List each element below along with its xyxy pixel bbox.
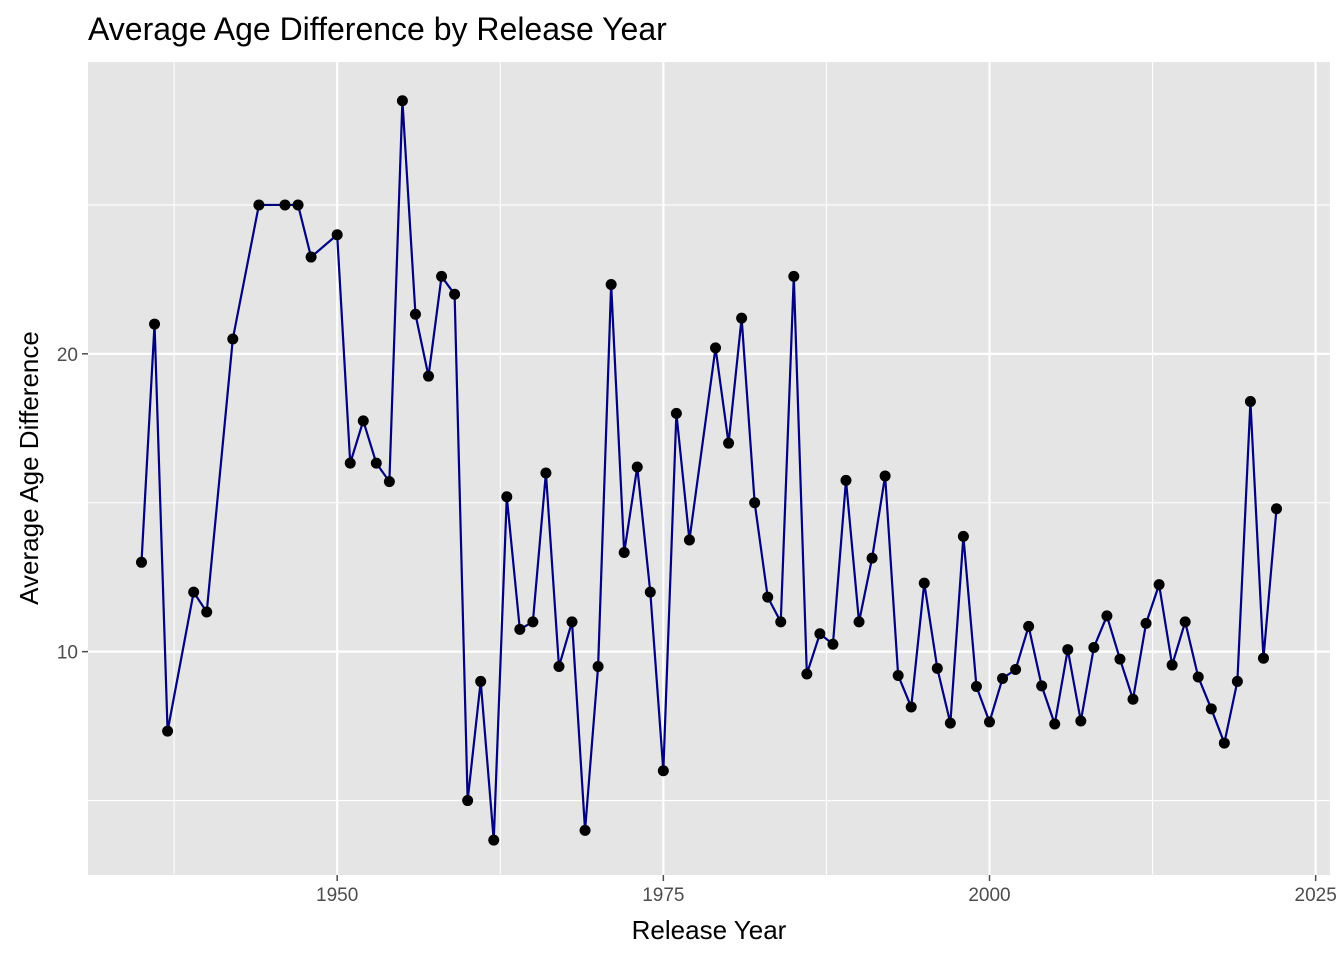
data-point-2004 — [1036, 680, 1048, 692]
data-point-1966 — [540, 467, 552, 479]
data-point-1980 — [723, 437, 735, 449]
data-point-1989 — [840, 474, 852, 486]
data-point-1954 — [383, 476, 395, 488]
series-line-group — [140, 99, 1278, 842]
data-point-2011 — [1127, 693, 1139, 705]
data-point-1958 — [436, 270, 448, 282]
data-point-1991 — [866, 552, 878, 564]
data-point-2019 — [1231, 675, 1243, 687]
data-point-1983 — [762, 591, 774, 603]
data-point-1937 — [162, 725, 174, 737]
data-point-2000 — [983, 716, 995, 728]
series-points-group — [135, 95, 1283, 846]
y-axis-ticks: 10 20 — [57, 345, 88, 664]
data-point-1992 — [879, 470, 891, 482]
data-point-1977 — [683, 534, 695, 546]
data-point-2018 — [1218, 737, 1230, 749]
data-point-1972 — [618, 546, 630, 558]
data-point-1971 — [605, 278, 617, 290]
data-point-1996 — [931, 662, 943, 674]
data-point-1960 — [462, 795, 474, 807]
data-point-1952 — [357, 415, 369, 427]
data-point-1975 — [657, 765, 669, 777]
data-point-2020 — [1244, 395, 1256, 407]
data-point-1999 — [970, 680, 982, 692]
data-point-2010 — [1114, 653, 1126, 665]
data-point-1962 — [488, 834, 500, 846]
y-axis-label: Average Age Difference — [14, 331, 44, 605]
data-point-1957 — [423, 370, 435, 382]
data-point-2014 — [1166, 659, 1178, 671]
data-point-1973 — [631, 461, 643, 473]
data-point-1995 — [918, 577, 930, 589]
data-point-2009 — [1101, 610, 1113, 622]
x-tick-label-0: 1950 — [316, 885, 358, 906]
x-tick-label-1: 1975 — [642, 885, 684, 906]
data-point-1953 — [370, 457, 382, 469]
data-point-2007 — [1075, 715, 1087, 727]
data-point-1955 — [396, 95, 408, 107]
data-point-2022 — [1271, 503, 1283, 515]
data-point-1935 — [135, 556, 147, 568]
y-tick-label-0: 10 — [57, 643, 78, 664]
data-point-2015 — [1179, 616, 1191, 628]
data-point-1965 — [527, 616, 539, 628]
data-point-1982 — [749, 497, 761, 509]
data-point-2005 — [1049, 718, 1061, 730]
data-point-1969 — [579, 824, 591, 836]
y-tick-label-1: 20 — [57, 345, 78, 366]
chart-title: Average Age Difference by Release Year — [88, 11, 667, 47]
data-point-1946 — [279, 199, 291, 211]
data-point-2002 — [1010, 664, 1022, 676]
data-point-2021 — [1257, 652, 1269, 664]
data-point-1940 — [201, 606, 213, 618]
data-point-1987 — [814, 628, 826, 640]
data-point-1993 — [892, 669, 904, 681]
data-point-1997 — [944, 717, 956, 729]
data-point-1985 — [788, 270, 800, 282]
x-axis-ticks: 1950 1975 2000 2025 — [316, 875, 1337, 906]
data-point-1964 — [514, 623, 526, 635]
data-point-1970 — [592, 661, 604, 673]
x-tick-label-3: 2025 — [1295, 885, 1337, 906]
data-point-2012 — [1140, 617, 1152, 629]
data-point-1994 — [905, 701, 917, 713]
data-point-1951 — [344, 457, 356, 469]
data-point-1968 — [566, 616, 578, 628]
data-point-1936 — [149, 318, 161, 330]
data-point-2008 — [1088, 641, 1100, 653]
data-point-1986 — [801, 668, 813, 680]
x-axis-label: Release Year — [632, 915, 787, 945]
major-gridlines — [88, 62, 1330, 875]
data-point-1956 — [409, 308, 421, 320]
data-point-1944 — [253, 199, 265, 211]
data-point-1959 — [449, 288, 461, 300]
x-tick-label-2: 2000 — [968, 885, 1010, 906]
data-point-1948 — [305, 251, 317, 263]
data-point-2013 — [1153, 579, 1165, 591]
data-point-1990 — [853, 616, 865, 628]
data-point-1988 — [827, 638, 839, 650]
data-point-1974 — [644, 586, 656, 598]
data-point-2001 — [997, 672, 1009, 684]
data-point-1981 — [736, 312, 748, 324]
series-line — [140, 99, 1278, 842]
data-point-1984 — [775, 616, 787, 628]
data-point-2006 — [1062, 644, 1074, 656]
data-point-1950 — [331, 229, 343, 241]
data-point-1942 — [227, 333, 239, 345]
data-point-1961 — [475, 675, 487, 687]
plot-panel — [88, 62, 1330, 875]
data-point-1979 — [710, 342, 722, 354]
data-point-1963 — [501, 491, 513, 503]
data-point-1976 — [670, 407, 682, 419]
data-point-2017 — [1205, 703, 1217, 715]
data-point-1947 — [292, 199, 304, 211]
data-point-1939 — [188, 586, 200, 598]
data-point-2016 — [1192, 671, 1204, 683]
data-point-1998 — [957, 530, 969, 542]
data-point-1967 — [553, 661, 565, 673]
data-point-2003 — [1023, 620, 1035, 632]
